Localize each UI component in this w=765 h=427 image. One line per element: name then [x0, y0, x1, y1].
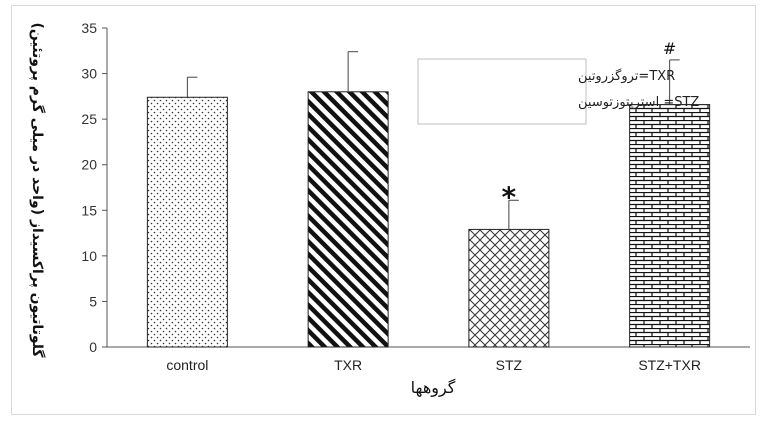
bar-txr: [307, 91, 389, 348]
labels-group: control TXR STZ * STZ+TXR #: [166, 39, 701, 373]
y-tick-label: 25: [81, 111, 97, 127]
bar-stz-txr: [629, 104, 711, 348]
x-tick-label: STZ: [496, 357, 523, 373]
significance-marker: #: [663, 39, 676, 58]
y-tick-label: 30: [81, 66, 97, 82]
y-tick-label: 10: [81, 248, 97, 264]
legend-box: [417, 58, 587, 125]
y-tick-label: 35: [81, 20, 97, 36]
significance-marker: *: [502, 180, 517, 213]
legend-entry-stz: STZ= استرپتوزتوسین: [578, 95, 699, 110]
y-tick-label: 15: [81, 202, 97, 218]
y-tick-label: 5: [89, 293, 97, 309]
y-axis-label: گلوتاتیون پراکسیداز (واحد در میلی گرم پر…: [29, 23, 46, 359]
y-tick-label: 0: [89, 339, 97, 355]
x-tick-label: TXR: [334, 357, 362, 373]
bar-control: [146, 96, 228, 348]
legend-entry-txr: TXR=تروگزروتین: [578, 68, 675, 84]
x-tick-label: STZ+TXR: [638, 357, 701, 373]
legend: TXR=تروگزروتین STZ= استرپتوزتوسین: [417, 58, 699, 125]
x-axis-label: گروهها: [411, 378, 456, 398]
chart-frame: [11, 5, 756, 415]
bars-group: [146, 51, 711, 348]
y-tick-label: 20: [81, 157, 97, 173]
bar-stz: [468, 228, 550, 348]
x-tick-label: control: [166, 357, 208, 373]
